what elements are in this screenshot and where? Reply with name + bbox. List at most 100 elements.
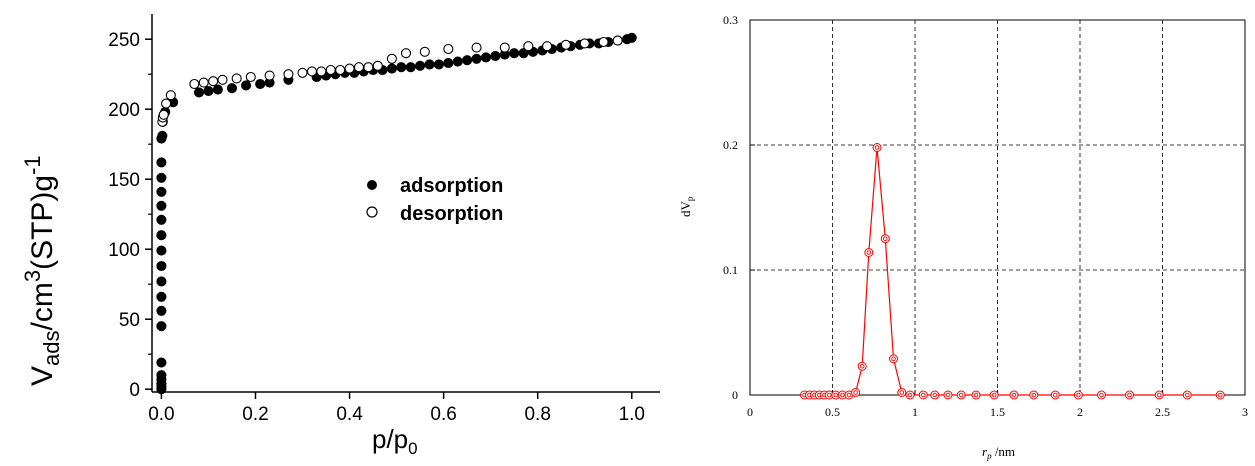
adsorption-point: [255, 78, 266, 90]
pore-tick-labels: 0 0.5 1 1.5 2 2.5 3 0 0.1 0.2 0.3: [723, 13, 1248, 419]
pore-point: [851, 388, 861, 397]
isotherm-x-axis-label: p/p0: [372, 424, 418, 458]
desorption-point: [231, 73, 242, 84]
adsorption-point: [203, 85, 214, 97]
isotherm-y-tick-label: 200: [108, 100, 140, 121]
adsorption-point: [226, 83, 238, 94]
isotherm-ticks: [145, 38, 633, 399]
desorption-point: [158, 109, 169, 120]
pore-point-inner: [991, 392, 997, 398]
adsorption-point: [156, 291, 167, 302]
pore-ticks: [749, 19, 1246, 396]
pore-point-inner: [958, 392, 964, 398]
legend-label-adsorption: adsorption: [400, 175, 503, 197]
pore-y-axis-label: dVp: [678, 196, 695, 217]
adsorption-point: [480, 52, 492, 63]
pore-point-inner: [853, 390, 858, 395]
adsorption-point: [156, 186, 167, 197]
adsorption-point: [156, 370, 167, 381]
adsorption-point: [386, 63, 397, 74]
pore-x-tick-label: 2: [1077, 405, 1083, 419]
pore-point-inner: [874, 145, 880, 150]
pore-point: [1125, 390, 1134, 400]
adsorption-point: [462, 55, 473, 66]
isotherm-legend: adsorption desorption: [366, 175, 503, 225]
desorption-point: [189, 78, 200, 90]
pore-x-tick-label: 0.5: [825, 405, 840, 419]
pore-x-tick-label: 3: [1242, 405, 1248, 419]
adsorption-point: [424, 59, 435, 70]
pore-point-inner: [1217, 392, 1223, 398]
pore-point-inner: [1099, 392, 1104, 398]
pore-point: [1215, 390, 1225, 400]
pore-point-inner: [833, 392, 839, 398]
pore-point-inner: [1076, 392, 1081, 398]
pore-point-inner: [883, 236, 888, 241]
pore-point: [1009, 390, 1019, 400]
pore-point-inner: [891, 356, 896, 362]
desorption-point: [306, 66, 317, 77]
desorption-point: [372, 60, 383, 71]
adsorption-point: [156, 245, 167, 256]
desorption-point: [264, 70, 275, 81]
adsorption-point: [156, 172, 167, 183]
adsorption-point: [212, 84, 223, 95]
desorption-point: [353, 62, 365, 73]
adsorption-point: [156, 357, 167, 368]
pore-point: [1096, 390, 1106, 400]
adsorption-point: [509, 48, 520, 59]
pore-point: [1182, 390, 1192, 400]
legend-marker-adsorption: [367, 180, 377, 190]
isotherm-axes: [151, 14, 660, 393]
desorption-point: [523, 41, 534, 52]
pore-point: [1029, 390, 1039, 400]
pore-y-tick-label: 0.2: [723, 138, 738, 152]
desorption-point: [297, 67, 308, 78]
pore-x-axis-label: rp /nm: [982, 444, 1015, 461]
pore-x-tick-label: 2.5: [1155, 405, 1170, 419]
adsorption-point: [626, 32, 637, 43]
adsorption-point: [156, 321, 167, 332]
pore-point: [930, 390, 940, 400]
pore-y-tick-label: 0.1: [723, 263, 738, 277]
adsorption-point: [396, 62, 407, 73]
isotherm-y-tick-label: 250: [108, 30, 140, 51]
desorption-point: [598, 36, 609, 48]
pore-point-inner: [1011, 392, 1017, 398]
desorption-point: [208, 76, 219, 87]
isotherm-data-points: [156, 32, 637, 395]
isotherm-x-tick-label: 0.2: [242, 404, 268, 425]
pore-point-inner: [1184, 392, 1190, 398]
pore-point-inner: [1156, 392, 1162, 398]
pore-point: [971, 390, 981, 400]
pore-point-inner: [840, 392, 845, 398]
desorption-point: [363, 62, 374, 73]
adsorption-point: [490, 50, 501, 62]
isotherm-y-axis-label: Vads/cm3(STP)g-1: [20, 155, 64, 386]
isotherm-y-tick-label: 0: [129, 380, 140, 401]
desorption-point: [386, 53, 397, 64]
pore-point: [872, 143, 882, 152]
pore-point: [943, 390, 953, 400]
isotherm-x-tick-label: 0.4: [336, 404, 363, 425]
desorption-point: [612, 35, 623, 46]
desorption-point: [443, 43, 454, 55]
adsorption-point: [156, 157, 167, 168]
pore-x-tick-label: 1.5: [990, 405, 1005, 419]
pore-gridlines: [750, 20, 1245, 395]
desorption-point: [335, 64, 346, 76]
adsorption-point: [193, 87, 205, 98]
desorption-point: [245, 71, 256, 83]
pore-data-points: [799, 143, 1225, 400]
legend-label-desorption: desorption: [400, 203, 503, 225]
pore-point-inner: [932, 392, 938, 398]
desorption-point: [560, 39, 571, 50]
adsorption-point: [443, 57, 454, 69]
pore-point: [889, 354, 899, 364]
pore-point-inner: [945, 392, 951, 398]
desorption-point: [325, 64, 336, 76]
pore-point-inner: [907, 392, 913, 398]
adsorption-point: [156, 200, 167, 211]
pore-y-tick-label: 0.3: [723, 13, 738, 27]
isotherm-chart: 0.0 0.2 0.4 0.6 0.8 1.0 0 50 100 150 200 250 adsorp…: [20, 14, 660, 458]
